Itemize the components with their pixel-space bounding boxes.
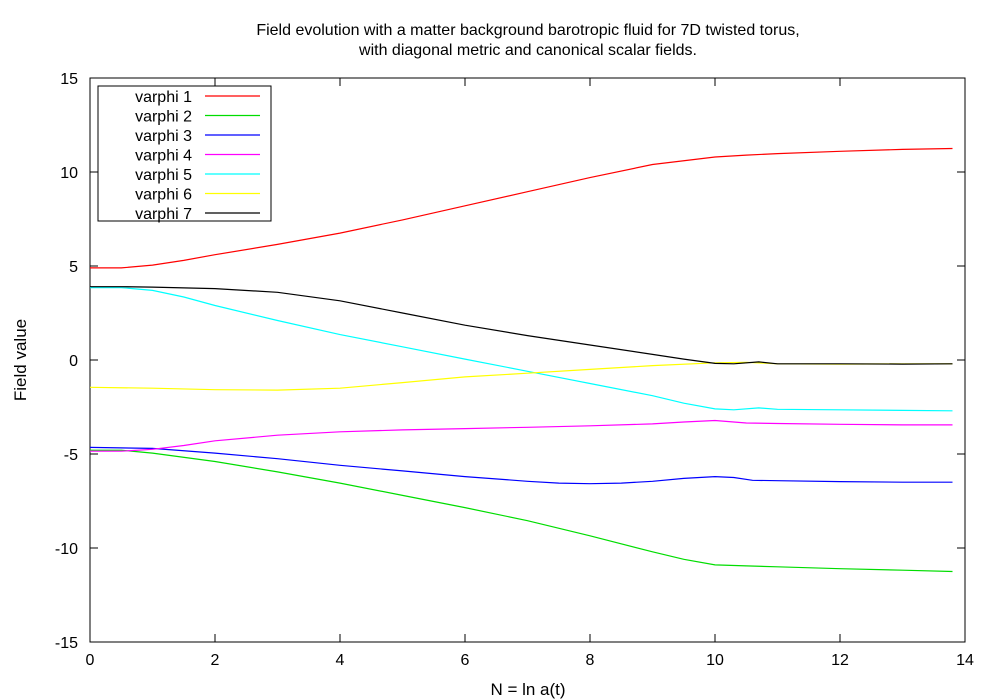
series-lines — [89, 147, 953, 573]
series-line-varphi-4 — [90, 419, 953, 452]
x-tick-label: 0 — [86, 652, 95, 669]
series-line-varphi-2 — [90, 449, 953, 573]
y-tick-label: 15 — [60, 71, 78, 88]
legend-label-varphi-7: varphi 7 — [135, 206, 192, 223]
series-line-varphi-7 — [90, 286, 953, 365]
x-tick-label: 8 — [586, 652, 595, 669]
y-tick-label: -10 — [55, 541, 78, 558]
series-line-varphi-6 — [89, 361, 953, 391]
y-axis-label: Field value — [11, 319, 30, 401]
x-tick-label: 2 — [211, 652, 220, 669]
legend-label-varphi-5: varphi 5 — [135, 167, 192, 184]
series-line-varphi-1 — [90, 147, 953, 269]
x-tick-label: 4 — [336, 652, 345, 669]
y-tick-label: 0 — [69, 353, 78, 370]
chart-title-line-2: with diagonal metric and canonical scala… — [358, 42, 697, 59]
x-tick-label: 10 — [706, 652, 724, 669]
chart-title-line-1: Field evolution with a matter background… — [256, 22, 799, 39]
legend-label-varphi-1: varphi 1 — [135, 89, 192, 106]
legend-label-varphi-2: varphi 2 — [135, 109, 192, 126]
legend-label-varphi-3: varphi 3 — [135, 128, 192, 145]
axis-ticks — [89, 77, 966, 643]
y-tick-label: -15 — [55, 635, 78, 652]
series-line-varphi-5 — [90, 287, 953, 412]
legend-box — [97, 85, 272, 222]
axis-tick-labels: 0 2 4 6 8 10 12 14 -15 -10 -5 0 5 10 15 — [55, 71, 974, 669]
legend-label-varphi-6: varphi 6 — [135, 187, 192, 204]
x-tick-label: 12 — [831, 652, 849, 669]
x-tick-label: 14 — [956, 652, 974, 669]
y-tick-label: 10 — [60, 165, 78, 182]
y-tick-label: 5 — [69, 259, 78, 276]
x-tick-label: 6 — [461, 652, 470, 669]
x-axis-label: N = ln a(t) — [490, 680, 565, 699]
legend: varphi 1 varphi 2 varphi 3 varphi 4 varphi 5… — [97, 85, 272, 223]
series-line-varphi-3 — [89, 446, 953, 485]
legend-label-varphi-4: varphi 4 — [135, 148, 192, 165]
y-tick-label: -5 — [64, 447, 78, 464]
